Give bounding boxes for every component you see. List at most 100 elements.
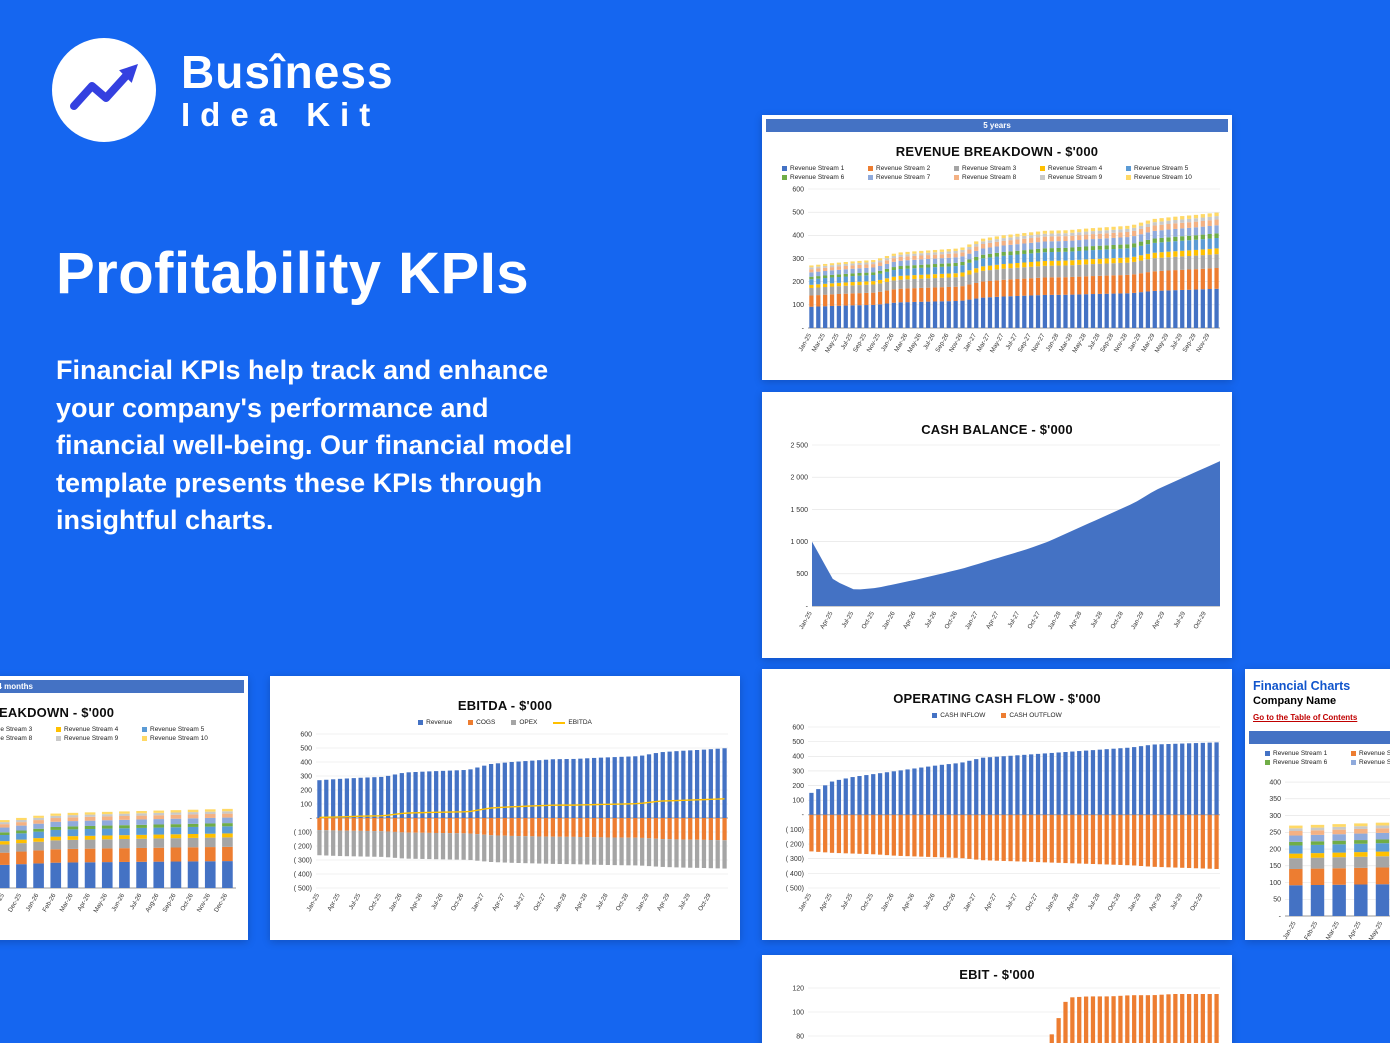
- legend-item: Revenue Stream 6: [782, 174, 868, 181]
- svg-text:May-26: May-26: [92, 892, 109, 914]
- svg-text:Jul-25: Jul-25: [841, 610, 856, 629]
- svg-text:1 000: 1 000: [790, 539, 808, 546]
- svg-text:Apr-25: Apr-25: [1347, 920, 1363, 940]
- legend-item: Revenue Stream 7: [868, 174, 954, 181]
- svg-text:Dec-25: Dec-25: [7, 892, 23, 914]
- legend-marker: [142, 727, 147, 732]
- svg-text:Jul-27: Jul-27: [513, 892, 528, 911]
- legend-label: Revenue Stream 1: [1273, 750, 1328, 757]
- legend-label: Revenue Stream 10: [150, 735, 208, 742]
- legend-marker: [1265, 751, 1270, 756]
- svg-text:Oct-25: Oct-25: [860, 610, 876, 630]
- legend-label: Revenue Stream 7: [876, 174, 931, 181]
- svg-text:Oct-25: Oct-25: [859, 892, 875, 912]
- svg-text:Jul-29: Jul-29: [677, 892, 692, 911]
- svg-text:200: 200: [300, 787, 312, 794]
- svg-text:Apr-25: Apr-25: [326, 892, 342, 912]
- legend-marker: [56, 727, 61, 732]
- svg-text:Jul-26: Jul-26: [924, 610, 939, 629]
- legend-item: Revenue Stream 8: [0, 735, 56, 742]
- svg-text:2 000: 2 000: [790, 475, 808, 482]
- description-line: insightful charts.: [56, 505, 274, 535]
- svg-text:Apr-27: Apr-27: [985, 610, 1001, 630]
- table-of-contents-link[interactable]: Go to the Table of Contents: [1253, 713, 1358, 722]
- svg-text:500: 500: [792, 739, 804, 746]
- svg-text:Mar-25: Mar-25: [1325, 920, 1341, 940]
- svg-text:Apr-26: Apr-26: [901, 892, 917, 912]
- svg-text:300: 300: [792, 256, 804, 263]
- legend-item: Revenue Stream 4: [1040, 165, 1126, 172]
- legend-marker: [1040, 175, 1045, 180]
- legend-item: Revenue Stream 2: [1351, 750, 1390, 757]
- side-period-header: [1249, 731, 1390, 744]
- legend-label: Revenue Stream 9: [1048, 174, 1103, 181]
- svg-text:1 500: 1 500: [790, 507, 808, 514]
- legend-marker: [954, 166, 959, 171]
- legend-marker: [868, 166, 873, 171]
- svg-text:Jul-28: Jul-28: [1087, 892, 1102, 911]
- svg-text:600: 600: [300, 731, 312, 738]
- chart-legend: Revenue Stream 1 Revenue Stream 2 Revenue …: [1245, 750, 1390, 766]
- svg-text:500: 500: [796, 571, 808, 578]
- svg-text:Jan-25: Jan-25: [798, 610, 814, 631]
- financial-charts-card: Financial Charts Company Name Go to the …: [1245, 669, 1390, 940]
- svg-text:500: 500: [300, 745, 312, 752]
- svg-text:Jul-29: Jul-29: [1173, 610, 1188, 629]
- svg-text:( 400): ( 400): [786, 871, 804, 878]
- svg-text:Nov-29: Nov-29: [1195, 332, 1211, 354]
- svg-text:Apr-26: Apr-26: [902, 610, 918, 630]
- period-header: 5 years: [766, 119, 1228, 132]
- operating-cash-flow-card: OPERATING CASH FLOW - $'000 CASH INFLOW C…: [762, 669, 1232, 940]
- revenue-breakdown-24m-chart: Jan-25Feb-25Mar-25Apr-25May-25Jun-25Jul-…: [0, 742, 248, 940]
- svg-text:100: 100: [792, 1009, 804, 1016]
- svg-text:Jul-27: Jul-27: [1005, 892, 1020, 911]
- svg-text:Jul-28: Jul-28: [595, 892, 610, 911]
- svg-text:Oct-26: Oct-26: [943, 610, 959, 630]
- ebit-card: EBIT - $'000 12010080Jan-25Apr-25Jul-25O…: [762, 955, 1232, 1043]
- svg-text:Jan-26: Jan-26: [880, 892, 896, 913]
- legend-item: Revenue Stream 5: [1126, 165, 1212, 172]
- period-label: 5 years: [983, 121, 1011, 130]
- svg-text:-: -: [310, 815, 313, 822]
- legend-item: OPEX: [511, 719, 537, 726]
- legend-label: Revenue Stream 8: [962, 174, 1017, 181]
- chart-title: EBIT - $'000: [959, 967, 1035, 982]
- svg-text:May-25: May-25: [824, 332, 841, 354]
- svg-text:100: 100: [1269, 880, 1281, 887]
- legend-item: Revenue Stream 8: [954, 174, 1040, 181]
- svg-text:Oct-26: Oct-26: [179, 892, 195, 912]
- svg-text:80: 80: [796, 1033, 804, 1040]
- legend-marker: [868, 175, 873, 180]
- ebitda-chart: 600 500 400 300 200 100 - ( 100) ( 200) ( 300) ( 4…: [270, 726, 740, 940]
- legend-marker: [782, 166, 787, 171]
- legend-marker: [1351, 751, 1356, 756]
- legend-label: Revenue Stream 3: [962, 165, 1017, 172]
- svg-text:Jul-27: Jul-27: [1007, 610, 1022, 629]
- svg-text:100: 100: [792, 302, 804, 309]
- svg-text:Jul-26: Jul-26: [922, 892, 937, 911]
- legend-label: Revenue Stream 3: [0, 726, 33, 733]
- legend-marker: [1001, 713, 1007, 718]
- svg-text:300: 300: [792, 768, 804, 775]
- svg-text:Oct-26: Oct-26: [942, 892, 958, 912]
- svg-text:( 500): ( 500): [786, 885, 804, 892]
- svg-text:600: 600: [792, 186, 804, 193]
- chart-legend: Revenue COGS OPEX EBITDA: [270, 719, 740, 726]
- legend-item: Revenue Stream 7: [1351, 759, 1390, 766]
- chart-title: OPERATING CASH FLOW - $'000: [893, 691, 1101, 706]
- legend-label: Revenue: [426, 719, 453, 726]
- svg-text:400: 400: [1269, 779, 1281, 786]
- revenue-breakdown-5y-chart: 600 500 400 300 200 100- Jan-25 Mar-25 May-25 Jul…: [762, 181, 1232, 380]
- legend-label: Revenue Stream 9: [64, 735, 119, 742]
- legend-item: Revenue Stream 5: [142, 726, 228, 733]
- side-page-header: Financial Charts Company Name Go to the …: [1245, 669, 1390, 727]
- svg-text:200: 200: [1269, 846, 1281, 853]
- svg-text:Apr-28: Apr-28: [1065, 892, 1081, 912]
- svg-text:Jan-29: Jan-29: [635, 892, 651, 913]
- svg-text:Aug-26: Aug-26: [144, 892, 160, 914]
- legend-label: CASH OUTFLOW: [1009, 712, 1062, 719]
- svg-text:400: 400: [300, 759, 312, 766]
- svg-text:Nov-26: Nov-26: [196, 892, 212, 914]
- legend-marker: [1265, 760, 1270, 765]
- svg-text:-: -: [806, 603, 809, 610]
